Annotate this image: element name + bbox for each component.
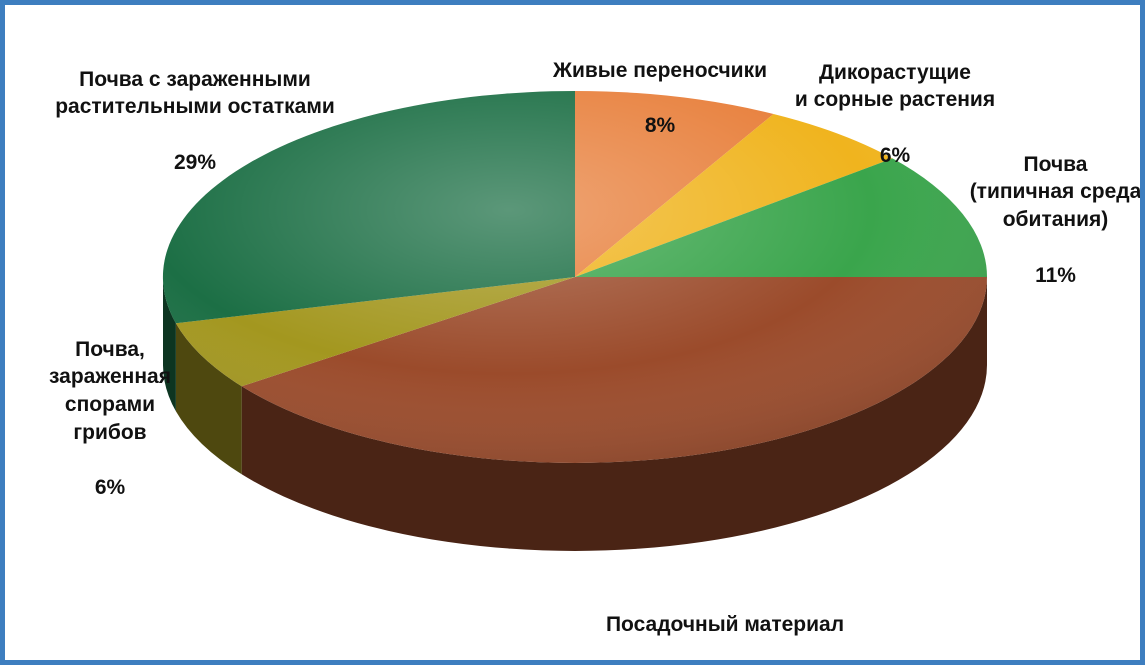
label-planting-material: Посадочный материал 40% (575, 583, 875, 660)
slice-label-pct: 6% (94, 476, 126, 500)
slice-label-text: Почва (типичная среда обитания) (969, 152, 1142, 232)
slice-label-pct: 6% (879, 143, 911, 167)
slice-label-text: Почва с зараженными растительными остатк… (55, 67, 335, 119)
slice-label-pct: 11% (1035, 263, 1076, 287)
label-soil-infected-residues: Почва с зараженными растительными остатк… (45, 38, 345, 204)
slice-label-text: Посадочный материал (605, 612, 845, 636)
slice-label-pct: 29% (173, 150, 217, 174)
slice-label-text: Дикорастущие и сорные растения (794, 60, 996, 112)
slice-label-text: Почва, зараженная спорами грибов (49, 337, 171, 444)
label-soil-typical-habitat: Почва (типичная среда обитания) 11% (963, 123, 1142, 317)
slice-label-pct: 8% (644, 114, 676, 138)
label-wild-weed-plants: Дикорастущие и сорные растения 6% (775, 31, 1015, 197)
slice-label-text: Живые переносчики (552, 58, 767, 82)
label-soil-fungal-spores: Почва, зараженная спорами грибов 6% (30, 308, 190, 530)
pie-chart-svg (162, 90, 987, 551)
label-live-vectors: Живые переносчики 8% (535, 29, 785, 168)
